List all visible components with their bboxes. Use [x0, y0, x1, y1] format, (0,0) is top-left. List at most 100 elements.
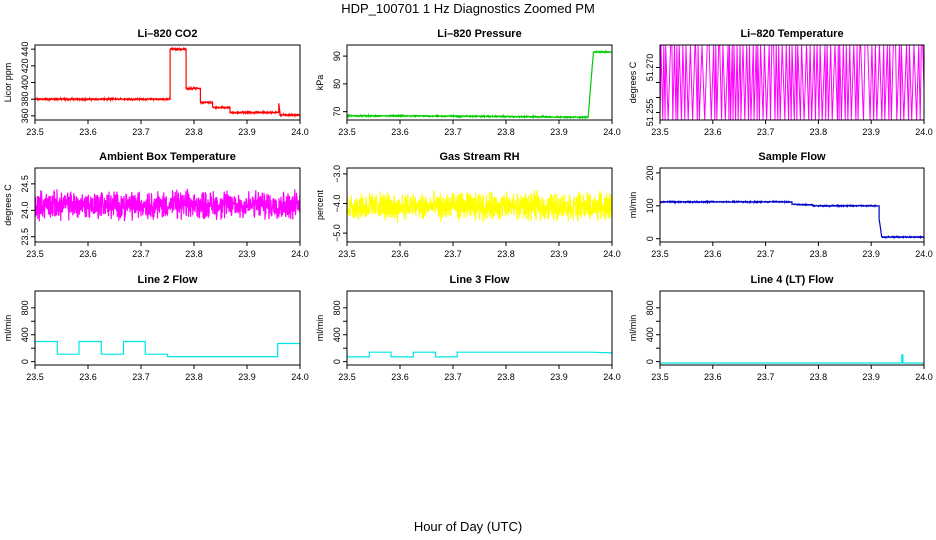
panel-title: Gas Stream RH — [439, 151, 519, 163]
x-tick-label: 23.6 — [704, 372, 722, 382]
y-tick-label: 0 — [645, 359, 655, 364]
x-tick-label: 24.0 — [915, 372, 933, 382]
x-tick-label: 23.9 — [550, 372, 568, 382]
panel-title: Li–820 Temperature — [740, 28, 843, 40]
panel-4: Gas Stream RH 23.5 23.6 23.7 23.8 23.9 24.0 −5.… — [315, 151, 621, 259]
panel-title: Line 4 (LT) Flow — [751, 274, 834, 286]
series-line — [35, 340, 300, 358]
panel-8: Line 4 (LT) Flow 23.5 23.6 23.7 23.8 23.9 24.0… — [628, 274, 933, 382]
y-tick-label: 0 — [332, 359, 342, 364]
panel-title: Li–820 Pressure — [437, 28, 521, 40]
x-tick-label: 23.8 — [185, 127, 203, 137]
series-line — [35, 188, 300, 222]
y-tick-label: 800 — [332, 300, 342, 315]
y-axis-label: kPa — [315, 75, 325, 91]
panel-6: Line 2 Flow 23.5 23.6 23.7 23.8 23.9 24.0 0 400 8… — [3, 274, 309, 382]
x-tick-label: 23.9 — [862, 127, 880, 137]
x-tick-label: 23.8 — [810, 249, 828, 259]
series-group — [660, 354, 924, 364]
y-tick-label: 380 — [20, 92, 30, 107]
y-tick-label: 100 — [645, 198, 655, 213]
x-tick-label: 23.6 — [79, 249, 97, 259]
y-tick-label: 440 — [20, 42, 30, 57]
x-tick-label: 23.8 — [810, 127, 828, 137]
x-tick-label: 24.0 — [291, 372, 309, 382]
y-axis-label: degrees C — [628, 61, 638, 103]
panel-title: Line 3 Flow — [450, 274, 510, 286]
series-group — [660, 199, 924, 240]
x-tick-label: 23.8 — [497, 127, 515, 137]
series-line — [347, 351, 612, 358]
x-tick-label: 24.0 — [603, 372, 621, 382]
x-tick-label: 23.8 — [497, 249, 515, 259]
series-group — [347, 351, 612, 358]
y-tick-label: 400 — [332, 327, 342, 342]
x-tick-label: 24.0 — [915, 127, 933, 137]
y-tick-label: 200 — [645, 165, 655, 180]
series-line — [347, 190, 612, 223]
plot-frame — [346, 44, 613, 121]
y-tick-label: −3.0 — [332, 165, 342, 183]
y-axis-label: ml/min — [315, 315, 325, 342]
x-tick-label: 23.5 — [26, 372, 44, 382]
plot-frame — [346, 167, 613, 243]
series-line — [660, 45, 924, 120]
series-line — [35, 46, 300, 119]
panel-title: Line 2 Flow — [138, 274, 198, 286]
x-tick-label: 23.5 — [26, 249, 44, 259]
x-tick-label: 23.9 — [238, 249, 256, 259]
x-tick-label: 23.5 — [26, 127, 44, 137]
x-tick-label: 24.0 — [291, 127, 309, 137]
y-tick-label: 360 — [20, 108, 30, 123]
x-tick-label: 23.8 — [185, 249, 203, 259]
x-tick-label: 23.8 — [497, 372, 515, 382]
x-tick-label: 23.7 — [757, 372, 775, 382]
y-tick-label: 80 — [332, 79, 342, 89]
plot-frame — [346, 290, 613, 366]
x-tick-label: 23.6 — [704, 249, 722, 259]
x-tick-label: 23.7 — [444, 249, 462, 259]
y-tick-label: 800 — [645, 300, 655, 315]
panel-title: Ambient Box Temperature — [99, 151, 236, 163]
y-tick-label: 51.270 — [645, 54, 655, 82]
x-tick-label: 24.0 — [291, 249, 309, 259]
x-tick-label: 24.0 — [603, 127, 621, 137]
y-tick-label: 24.5 — [20, 175, 30, 193]
x-tick-label: 23.7 — [132, 249, 150, 259]
x-tick-label: 24.0 — [603, 249, 621, 259]
series-group — [347, 49, 612, 120]
y-tick-label: 70 — [332, 107, 342, 117]
x-tick-label: 23.8 — [810, 372, 828, 382]
y-tick-label: 400 — [20, 75, 30, 90]
plot-frame — [34, 167, 301, 243]
x-tick-label: 23.7 — [444, 372, 462, 382]
y-tick-label: 24.0 — [20, 202, 30, 220]
y-tick-label: 400 — [645, 327, 655, 342]
x-tick-label: 24.0 — [915, 249, 933, 259]
y-axis-label: Licor ppm — [3, 63, 13, 103]
x-tick-label: 23.7 — [132, 372, 150, 382]
y-tick-label: 420 — [20, 58, 30, 73]
x-tick-label: 23.7 — [757, 127, 775, 137]
x-tick-label: 23.6 — [79, 372, 97, 382]
y-tick-label: 0 — [645, 236, 655, 241]
plot-frame — [34, 290, 301, 366]
panel-2: Li–820 Temperature 23.5 23.6 23.7 23.8 23.9 24… — [628, 28, 933, 137]
panel-7: Line 3 Flow 23.5 23.6 23.7 23.8 23.9 24.0 0 400 8… — [315, 274, 621, 382]
panel-title: Li–820 CO2 — [138, 28, 198, 40]
y-tick-label: 90 — [332, 51, 342, 61]
y-tick-label: −4.0 — [332, 195, 342, 213]
x-tick-label: 23.5 — [651, 249, 669, 259]
series-line — [660, 199, 924, 240]
x-tick-label: 23.9 — [238, 372, 256, 382]
series-group — [35, 188, 300, 222]
series-line — [660, 354, 924, 364]
panel-grid: Li–820 CO2 23.5 23.6 23.7 23.8 23.9 24.0 360380… — [3, 28, 933, 382]
y-tick-label: 400 — [20, 327, 30, 342]
panel-0: Li–820 CO2 23.5 23.6 23.7 23.8 23.9 24.0 360380… — [3, 28, 309, 137]
x-tick-label: 23.7 — [444, 127, 462, 137]
y-axis-label: degrees C — [3, 184, 13, 226]
y-tick-label: 23.5 — [20, 228, 30, 246]
plot-frame — [659, 290, 925, 366]
